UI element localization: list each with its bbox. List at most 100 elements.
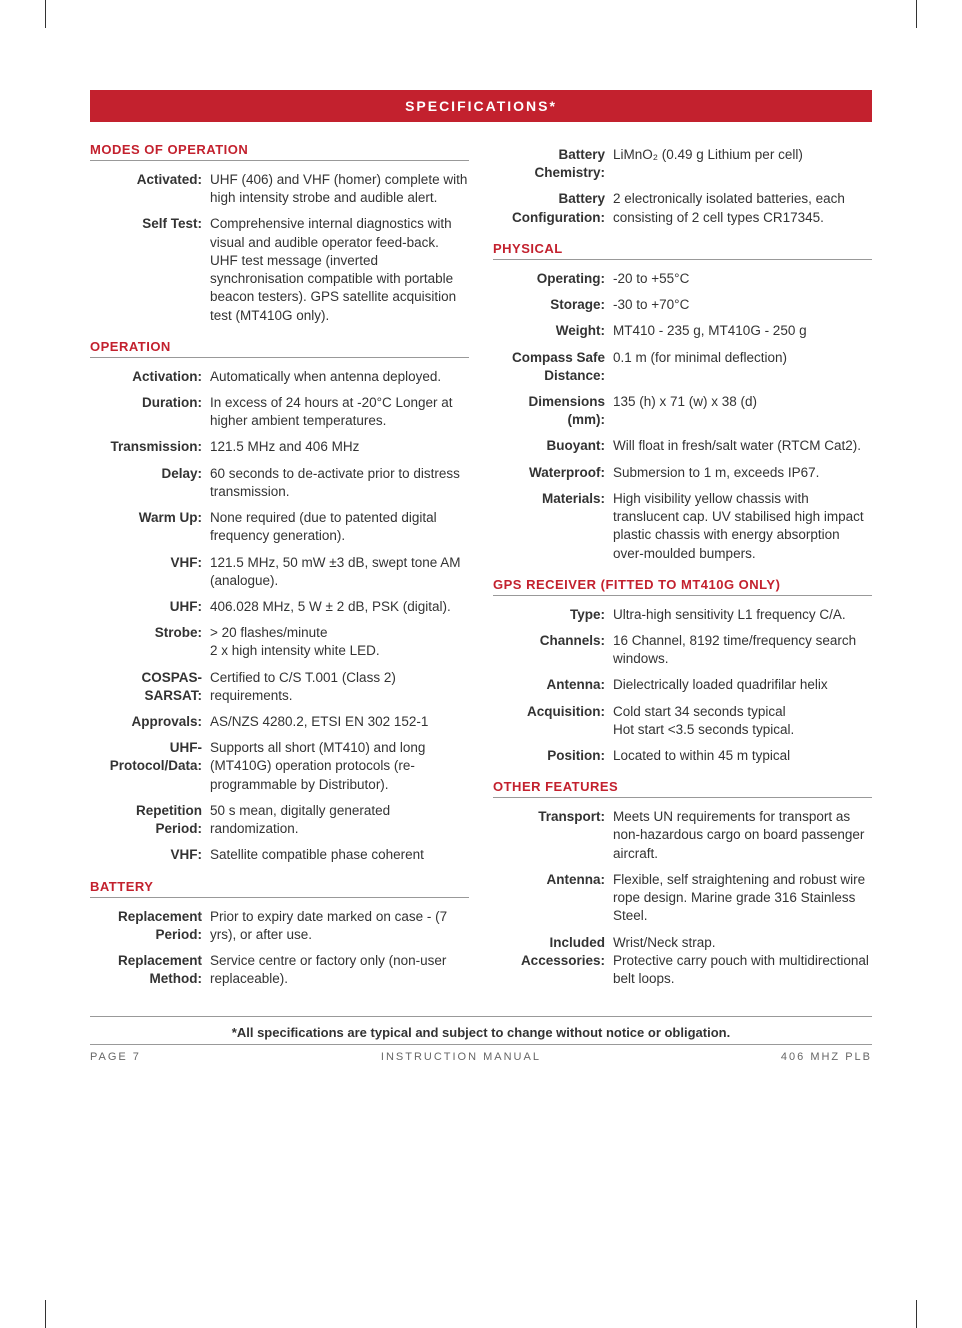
spec-value: Ultra-high sensitivity L1 frequency C/A. xyxy=(613,606,872,624)
spec-row: Dimensions (mm): 135 (h) x 71 (w) x 38 (… xyxy=(493,389,872,433)
spec-row: Strobe: > 20 flashes/minute2 x high inte… xyxy=(90,620,469,664)
spec-label: VHF: xyxy=(90,554,210,590)
spec-label: Replacement Method: xyxy=(90,952,210,988)
spec-label: Materials: xyxy=(493,490,613,563)
spec-row: Approvals: AS/NZS 4280.2, ETSI EN 302 15… xyxy=(90,709,469,735)
spec-row: Antenna: Dielectrically loaded quadrifil… xyxy=(493,672,872,698)
spec-value: -20 to +55°C xyxy=(613,270,872,288)
spec-row: VHF: Satellite compatible phase coherent xyxy=(90,842,469,868)
spec-row: Included Accessories: Wrist/Neck strap.P… xyxy=(493,930,872,993)
section-title: GPS RECEIVER (FITTED TO MT410G ONLY) xyxy=(493,577,872,596)
spec-value: 406.028 MHz, 5 W ± 2 dB, PSK (digital). xyxy=(210,598,469,616)
spec-value: Wrist/Neck strap.Protective carry pouch … xyxy=(613,934,872,989)
spec-value: Submersion to 1 m, exceeds IP67. xyxy=(613,464,872,482)
spec-row: Battery Configuration: 2 electronically … xyxy=(493,186,872,230)
spec-label: Weight: xyxy=(493,322,613,340)
spec-row: Duration: In excess of 24 hours at -20°C… xyxy=(90,390,469,434)
spec-label: COSPAS-SARSAT: xyxy=(90,669,210,705)
spec-label: Compass Safe Distance: xyxy=(493,349,613,385)
spec-row: Position: Located to within 45 m typical xyxy=(493,743,872,769)
footnote: *All specifications are typical and subj… xyxy=(90,1016,872,1040)
spec-label: Repetition Period: xyxy=(90,802,210,838)
spec-value: 135 (h) x 71 (w) x 38 (d) xyxy=(613,393,872,429)
spec-value: Satellite compatible phase coherent xyxy=(210,846,469,864)
spec-row: Battery Chemistry: LiMnO₂ (0.49 g Lithiu… xyxy=(493,142,872,186)
spec-label: Activation: xyxy=(90,368,210,386)
spec-label: Buoyant: xyxy=(493,437,613,455)
spec-value: None required (due to patented digital f… xyxy=(210,509,469,545)
spec-label: Antenna: xyxy=(493,676,613,694)
spec-value: Automatically when antenna deployed. xyxy=(210,368,469,386)
spec-value: High visibility yellow chassis with tran… xyxy=(613,490,872,563)
spec-label: Duration: xyxy=(90,394,210,430)
spec-value: Prior to expiry date marked on case - (7… xyxy=(210,908,469,944)
spec-row: Compass Safe Distance: 0.1 m (for minima… xyxy=(493,345,872,389)
spec-value: Located to within 45 m typical xyxy=(613,747,872,765)
spec-row: Materials: High visibility yellow chassi… xyxy=(493,486,872,567)
spec-row: Buoyant: Will float in fresh/salt water … xyxy=(493,433,872,459)
spec-label: Transmission: xyxy=(90,438,210,456)
spec-label: Included Accessories: xyxy=(493,934,613,989)
spec-label: Delay: xyxy=(90,465,210,501)
spec-label: UHF: xyxy=(90,598,210,616)
spec-row: Waterproof: Submersion to 1 m, exceeds I… xyxy=(493,460,872,486)
spec-value: 16 Channel, 8192 time/frequency search w… xyxy=(613,632,872,668)
spec-value: MT410 - 235 g, MT410G - 250 g xyxy=(613,322,872,340)
footer-title: INSTRUCTION MANUAL xyxy=(381,1051,541,1063)
spec-row: VHF: 121.5 MHz, 50 mW ±3 dB, swept tone … xyxy=(90,550,469,594)
spec-value: Comprehensive internal diagnostics with … xyxy=(210,215,469,324)
spec-label: Battery Configuration: xyxy=(493,190,613,226)
spec-row: Repetition Period: 50 s mean, digitally … xyxy=(90,798,469,842)
spec-row: Replacement Period: Prior to expiry date… xyxy=(90,904,469,948)
spec-label: Operating: xyxy=(493,270,613,288)
spec-row: COSPAS-SARSAT: Certified to C/S T.001 (C… xyxy=(90,665,469,709)
spec-label: Acquisition: xyxy=(493,703,613,739)
spec-label: UHF-Protocol/Data: xyxy=(90,739,210,794)
spec-label: Strobe: xyxy=(90,624,210,660)
right-column: Battery Chemistry: LiMnO₂ (0.49 g Lithiu… xyxy=(493,142,872,992)
spec-value: Supports all short (MT410) and long (MT4… xyxy=(210,739,469,794)
spec-value: Service centre or factory only (non-user… xyxy=(210,952,469,988)
spec-value: 0.1 m (for minimal deflection) xyxy=(613,349,872,385)
spec-row: Activation: Automatically when antenna d… xyxy=(90,364,469,390)
spec-row: Weight: MT410 - 235 g, MT410G - 250 g xyxy=(493,318,872,344)
section-title: OPERATION xyxy=(90,339,469,358)
page-footer: PAGE 7 INSTRUCTION MANUAL 406 MHZ PLB xyxy=(90,1044,872,1063)
spec-value: Cold start 34 seconds typicalHot start <… xyxy=(613,703,872,739)
spec-row: Self Test: Comprehensive internal diagno… xyxy=(90,211,469,328)
spec-value: > 20 flashes/minute2 x high intensity wh… xyxy=(210,624,469,660)
spec-label: Activated: xyxy=(90,171,210,207)
spec-label: Battery Chemistry: xyxy=(493,146,613,182)
spec-row: Delay: 60 seconds to de-activate prior t… xyxy=(90,461,469,505)
spec-value: In excess of 24 hours at -20°C Longer at… xyxy=(210,394,469,430)
spec-row: Type: Ultra-high sensitivity L1 frequenc… xyxy=(493,602,872,628)
spec-row: Storage: -30 to +70°C xyxy=(493,292,872,318)
spec-row: UHF: 406.028 MHz, 5 W ± 2 dB, PSK (digit… xyxy=(90,594,469,620)
spec-label: Position: xyxy=(493,747,613,765)
spec-label: Self Test: xyxy=(90,215,210,324)
spec-value: 50 s mean, digitally generated randomiza… xyxy=(210,802,469,838)
spec-value: Certified to C/S T.001 (Class 2) require… xyxy=(210,669,469,705)
spec-label: Waterproof: xyxy=(493,464,613,482)
spec-row: Activated: UHF (406) and VHF (homer) com… xyxy=(90,167,469,211)
spec-row: Warm Up: None required (due to patented … xyxy=(90,505,469,549)
spec-label: VHF: xyxy=(90,846,210,864)
spec-label: Dimensions (mm): xyxy=(493,393,613,429)
footer-page: PAGE 7 xyxy=(90,1051,141,1063)
spec-label: Warm Up: xyxy=(90,509,210,545)
spec-label: Channels: xyxy=(493,632,613,668)
spec-value: Meets UN requirements for transport as n… xyxy=(613,808,872,863)
section-title: BATTERY xyxy=(90,879,469,898)
section-title: PHYSICAL xyxy=(493,241,872,260)
section-title: MODES OF OPERATION xyxy=(90,142,469,161)
spec-value: UHF (406) and VHF (homer) complete with … xyxy=(210,171,469,207)
spec-label: Type: xyxy=(493,606,613,624)
page-header: SPECIFICATIONS* xyxy=(90,90,872,122)
spec-value: 121.5 MHz, 50 mW ±3 dB, swept tone AM (a… xyxy=(210,554,469,590)
spec-value: Flexible, self straightening and robust … xyxy=(613,871,872,926)
spec-label: Approvals: xyxy=(90,713,210,731)
spec-value: LiMnO₂ (0.49 g Lithium per cell) xyxy=(613,146,872,182)
spec-label: Storage: xyxy=(493,296,613,314)
spec-value: -30 to +70°C xyxy=(613,296,872,314)
spec-value: AS/NZS 4280.2, ETSI EN 302 152-1 xyxy=(210,713,469,731)
